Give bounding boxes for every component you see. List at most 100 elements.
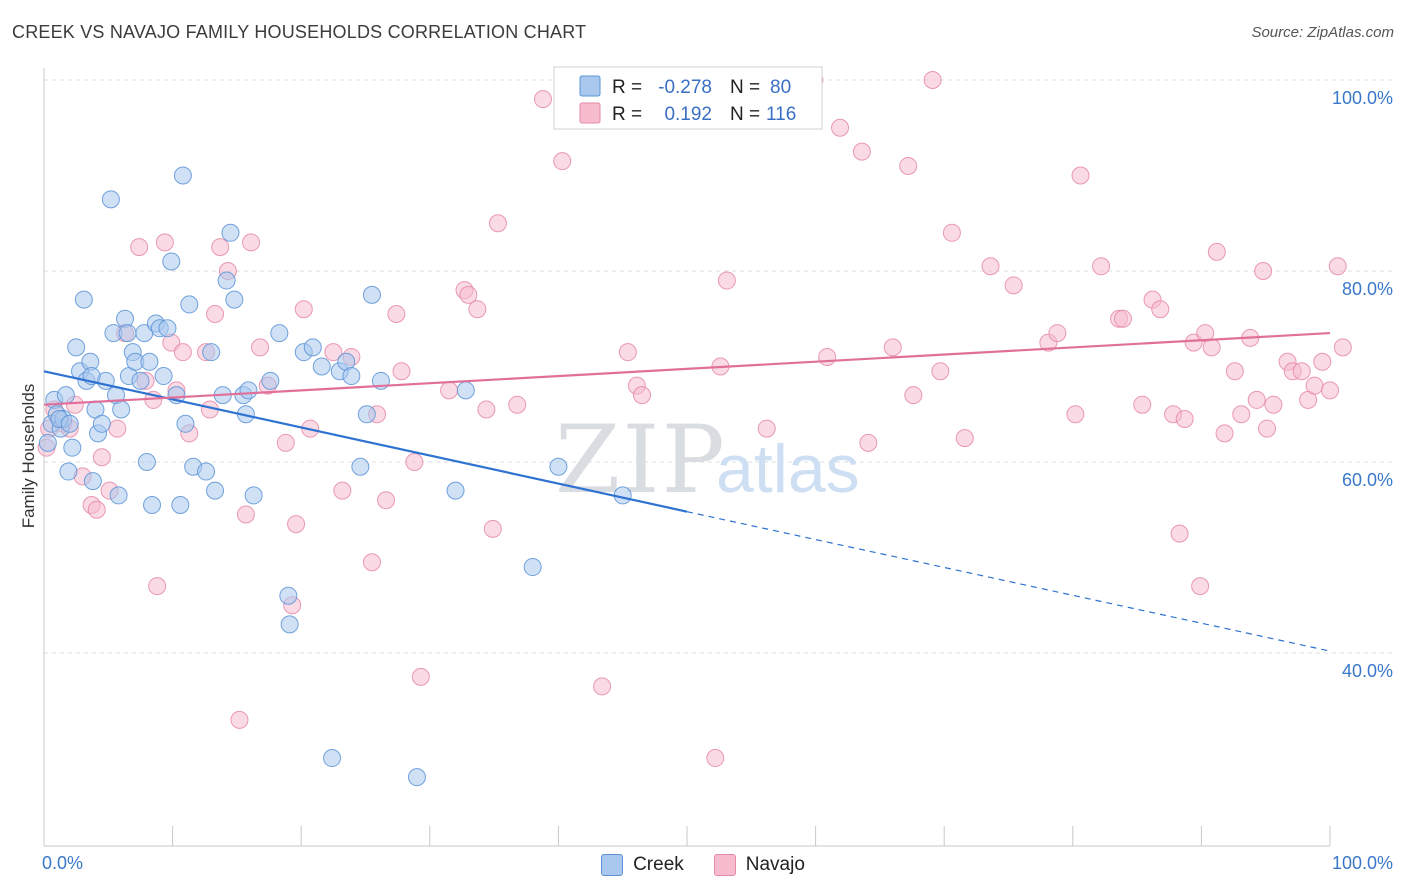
creek-point (323, 749, 342, 768)
chart-title: CREEK VS NAVAJO FAMILY HOUSEHOLDS CORREL… (12, 22, 587, 42)
creek-point (407, 768, 426, 787)
creek-point (158, 319, 177, 338)
navajo-point (333, 481, 352, 500)
navajo-point (87, 500, 106, 519)
navajo-point (1328, 257, 1347, 276)
navajo-point (1066, 405, 1085, 424)
navajo-point (1232, 405, 1251, 424)
navajo-point (1151, 300, 1170, 319)
navajo-point (1175, 410, 1194, 429)
bottom-legend: Creek Navajo (0, 852, 1406, 878)
navajo-point (477, 400, 496, 419)
navajo-point (1254, 262, 1273, 280)
y-axis-label: Family Households (19, 384, 38, 529)
y-tick-label: 100.0% (1332, 88, 1393, 108)
creek-point (206, 481, 225, 500)
creek-trend-extension (686, 511, 1331, 652)
y-tick-label: 60.0% (1342, 470, 1393, 490)
navajo-point (1321, 381, 1339, 400)
legend-n-label-creek: N = (730, 77, 760, 98)
creek-point (56, 386, 75, 405)
navajo-point (362, 553, 381, 572)
navajo-point (1191, 577, 1210, 596)
navajo-point (1092, 257, 1111, 276)
navajo-point (553, 152, 572, 171)
navajo-point (294, 300, 313, 319)
navajo-point (459, 285, 478, 304)
navajo-point (92, 448, 111, 467)
navajo-point (717, 271, 736, 290)
navajo-point (981, 257, 1000, 276)
navajo-point (508, 395, 527, 414)
navajo-point (488, 214, 507, 233)
creek-point (202, 343, 221, 362)
navajo-point (618, 343, 637, 362)
navajo-point (1071, 166, 1090, 185)
x-tick-label-min: 0.0% (42, 853, 83, 873)
navajo-point (1184, 333, 1203, 352)
legend-item-creek: Creek (601, 852, 684, 878)
creek-point (280, 615, 299, 634)
creek-point (362, 285, 381, 304)
navajo-point (1133, 395, 1152, 414)
navajo-point (904, 386, 923, 405)
navajo-point (324, 343, 343, 362)
creek-points (38, 166, 632, 787)
y-tick-label: 80.0% (1342, 279, 1393, 299)
navajo-point (1215, 424, 1234, 443)
navajo-point (1313, 352, 1332, 371)
navajo-point (108, 419, 127, 438)
navajo-point (632, 386, 651, 405)
creek-point (312, 357, 331, 376)
creek-point (171, 495, 190, 514)
navajo-point (1048, 324, 1067, 343)
navajo-point (211, 238, 230, 257)
navajo-point (440, 381, 459, 400)
navajo-point (287, 515, 306, 534)
navajo-point (206, 304, 225, 323)
watermark-zip: ZIP (555, 406, 727, 515)
navajo-point (1113, 309, 1132, 328)
creek-point (261, 371, 280, 390)
axes (43, 68, 1331, 847)
creek-point (180, 295, 199, 314)
navajo-point (1202, 338, 1221, 357)
creek-point (74, 290, 93, 309)
creek-point (162, 252, 181, 271)
creek-point (217, 271, 236, 290)
creek-point (221, 223, 240, 242)
legend-label-navajo: Navajo (745, 854, 805, 875)
legend-r-value-creek: -0.278 (658, 77, 712, 98)
x-tick-label-max: 100.0% (1332, 853, 1393, 873)
creek-point (342, 367, 361, 386)
creek-point (131, 371, 150, 390)
navajo-point (923, 71, 942, 89)
watermark-atlas: atlas (716, 431, 860, 507)
navajo-point (483, 519, 502, 538)
creek-point (197, 462, 216, 481)
navajo-point (955, 429, 974, 448)
legend-item-navajo: Navajo (713, 852, 805, 878)
legend-n-value-navajo: 116 (766, 104, 796, 125)
navajo-point (593, 677, 612, 696)
navajo-point (852, 142, 871, 161)
navajo-point (242, 233, 261, 252)
navajo-point (831, 118, 850, 137)
navajo-point (1170, 524, 1189, 543)
navajo-point (1004, 276, 1023, 295)
legend-r-value-navajo: 0.192 (664, 104, 712, 125)
legend-label-creek: Creek (633, 854, 684, 875)
creek-point (83, 472, 102, 491)
creek-point (173, 166, 192, 185)
navajo-point (1207, 242, 1226, 261)
legend-n-value-creek: 80 (770, 77, 791, 98)
y-tick-labels: 40.0% 60.0% 80.0% 100.0% (1332, 88, 1393, 681)
navajo-point (859, 433, 878, 452)
navajo-point (706, 749, 725, 768)
creek-point (112, 400, 131, 419)
legend-n-label-navajo: N = (730, 104, 760, 125)
navajo-point (899, 156, 918, 175)
navajo-point (236, 505, 255, 524)
creek-point (239, 381, 258, 400)
